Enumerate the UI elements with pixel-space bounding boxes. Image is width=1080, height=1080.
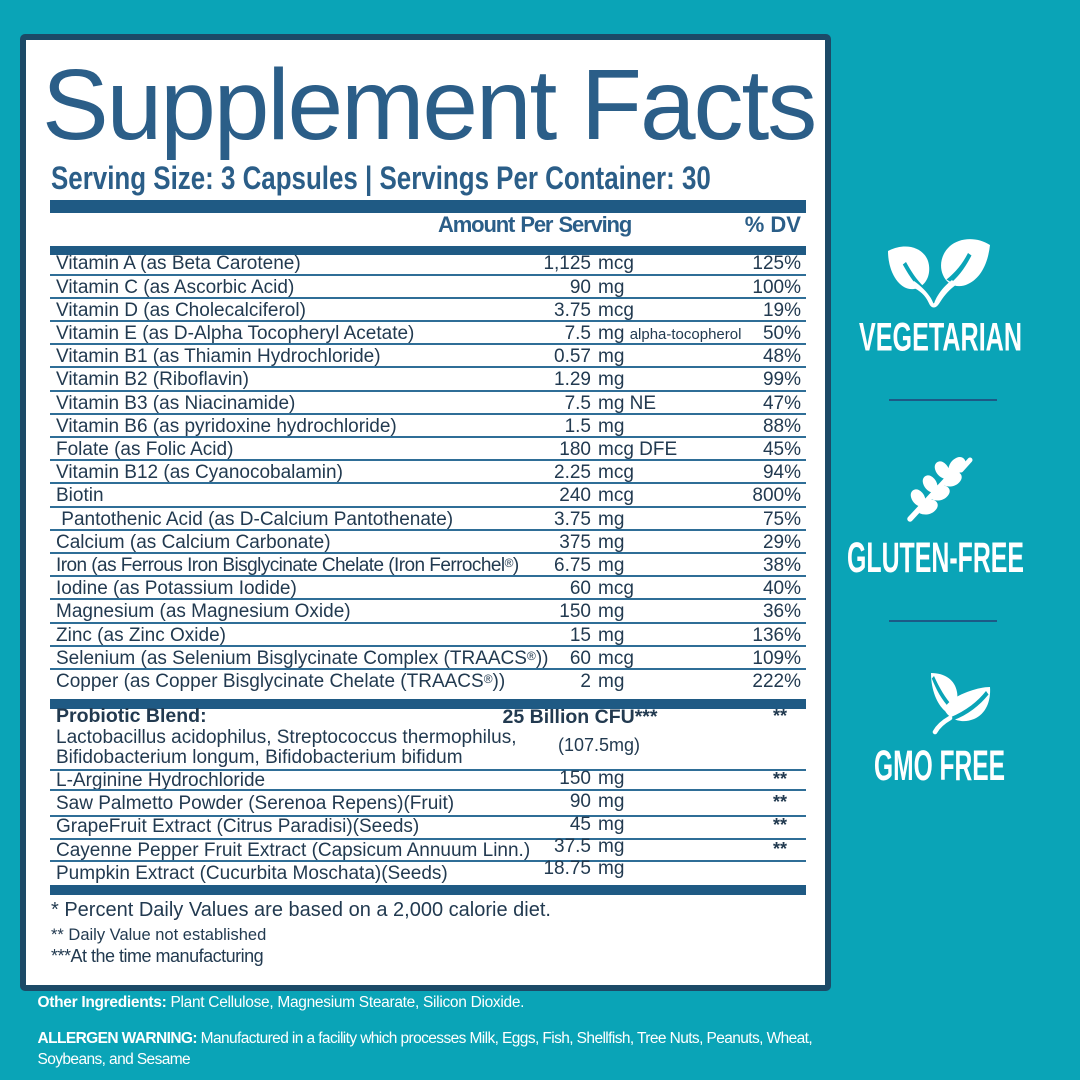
svg-text:GLUTEN-FREE: GLUTEN-FREE	[847, 539, 1024, 579]
svg-text:GMO FREE: GMO FREE	[874, 749, 1005, 786]
svg-text:VEGETARIAN: VEGETARIAN	[859, 320, 1022, 358]
